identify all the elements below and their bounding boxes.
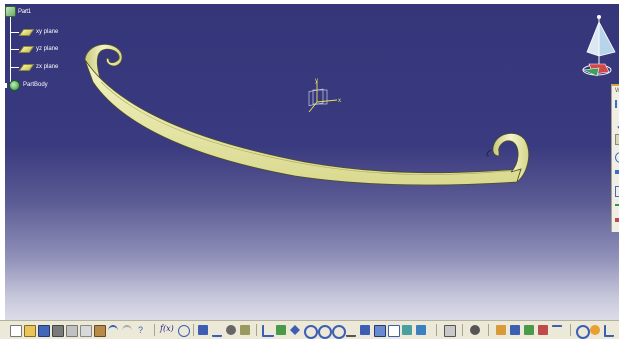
bottom-toolbar: ? f(x) bbox=[0, 320, 619, 339]
corner-tool-icon[interactable] bbox=[615, 186, 619, 197]
compass-icon[interactable] bbox=[575, 12, 619, 84]
side-toolbar: W bbox=[611, 84, 619, 232]
axis-plane bbox=[312, 89, 328, 105]
paste-icon[interactable] bbox=[94, 325, 106, 337]
render-style-icon[interactable] bbox=[374, 325, 386, 337]
quick-view-icon[interactable] bbox=[360, 325, 370, 335]
part-icon bbox=[5, 6, 16, 17]
zoom-in-icon[interactable] bbox=[318, 325, 332, 339]
tree-item-partbody[interactable]: PartBody bbox=[5, 79, 48, 91]
material-icon[interactable] bbox=[416, 325, 426, 335]
tree-branch bbox=[11, 66, 19, 68]
axis-view-icon[interactable] bbox=[604, 325, 614, 337]
spline-tool-icon[interactable] bbox=[615, 170, 619, 174]
tree-item-yz-plane[interactable]: yz plane bbox=[5, 43, 58, 55]
z-axis bbox=[308, 101, 318, 113]
pan-icon[interactable] bbox=[290, 325, 300, 335]
band-edge bbox=[100, 81, 521, 175]
tree-view-icon[interactable] bbox=[198, 325, 208, 335]
toolbar-separator bbox=[570, 324, 571, 336]
help-icon[interactable]: ? bbox=[138, 325, 144, 335]
tree-root[interactable]: Part1 bbox=[5, 6, 31, 17]
save-icon[interactable] bbox=[38, 325, 50, 337]
axis-system[interactable]: y x bbox=[295, 76, 355, 126]
tree-item-label: xy plane bbox=[36, 29, 59, 35]
tree-root-label: Part1 bbox=[18, 8, 31, 15]
workbench-icon[interactable] bbox=[524, 325, 534, 335]
y-axis-label: y bbox=[315, 78, 318, 84]
cut-icon[interactable] bbox=[66, 325, 78, 337]
project-tool-icon[interactable] bbox=[615, 218, 619, 222]
surface-tool-icon[interactable] bbox=[615, 134, 619, 145]
x-axis-label: x bbox=[338, 98, 341, 104]
swap-space-icon[interactable] bbox=[402, 325, 412, 335]
toolbar-separator bbox=[436, 324, 437, 336]
tree-branch bbox=[11, 31, 19, 33]
leaf-spring-surface[interactable] bbox=[5, 4, 619, 320]
right-spring-curl[interactable] bbox=[492, 133, 530, 184]
tree-item-zx-plane[interactable]: zx plane bbox=[5, 61, 58, 73]
3d-viewport[interactable]: Part1 xy plane yz plane zx plane PartBod bbox=[5, 4, 619, 320]
analysis-icon[interactable] bbox=[240, 325, 250, 335]
tree-item-xy-plane[interactable]: xy plane bbox=[5, 26, 58, 38]
rotate-icon[interactable] bbox=[304, 325, 318, 339]
stop-icon[interactable] bbox=[590, 325, 600, 335]
formula-button[interactable]: f(x) bbox=[160, 324, 174, 333]
toolbar-separator bbox=[154, 324, 155, 336]
compass-face bbox=[598, 21, 616, 57]
apply-material-icon[interactable] bbox=[496, 325, 506, 335]
toolbar-separator bbox=[193, 324, 194, 336]
normal-view-icon[interactable] bbox=[346, 325, 356, 337]
refresh-icon[interactable] bbox=[576, 325, 590, 339]
tree-branch bbox=[11, 48, 19, 50]
fit-all-icon[interactable] bbox=[276, 325, 286, 335]
open-folder-icon[interactable] bbox=[24, 325, 36, 337]
part-body-icon bbox=[9, 79, 20, 91]
print-icon[interactable] bbox=[52, 325, 64, 337]
tree-item-label: PartBody bbox=[23, 82, 48, 88]
undo-icon[interactable] bbox=[108, 325, 118, 337]
circle-tool-icon[interactable] bbox=[615, 152, 619, 163]
constraint-icon[interactable] bbox=[538, 325, 548, 335]
fly-mode-icon[interactable] bbox=[262, 325, 274, 337]
copy-icon[interactable] bbox=[80, 325, 92, 337]
toolbar-separator bbox=[256, 324, 257, 336]
sphere-icon[interactable] bbox=[226, 325, 236, 335]
toolbar-separator bbox=[462, 324, 463, 336]
line-tool-icon[interactable] bbox=[615, 100, 619, 108]
sketcher-icon[interactable] bbox=[510, 325, 520, 335]
new-file-icon[interactable] bbox=[10, 325, 22, 337]
curve-tool-icon[interactable] bbox=[612, 114, 619, 129]
snap-icon[interactable] bbox=[470, 325, 480, 335]
tree-connector bbox=[10, 16, 11, 88]
knowledge-icon[interactable] bbox=[178, 325, 190, 337]
toolbar-separator bbox=[488, 324, 489, 336]
expand-icon[interactable] bbox=[5, 83, 7, 88]
tree-item-label: zx plane bbox=[36, 64, 59, 70]
hide-show-icon[interactable] bbox=[388, 325, 400, 337]
specification-tree: Part1 xy plane yz plane zx plane PartBod bbox=[5, 4, 125, 104]
x-axis bbox=[316, 99, 338, 103]
redo-icon[interactable] bbox=[122, 325, 132, 337]
tree-item-label: yz plane bbox=[36, 46, 59, 52]
compass-face bbox=[586, 21, 600, 57]
connect-tool-icon[interactable] bbox=[615, 204, 619, 215]
zoom-out-icon[interactable] bbox=[332, 325, 346, 339]
measure-icon[interactable] bbox=[212, 325, 222, 337]
compass-top bbox=[597, 15, 601, 19]
curl-edge bbox=[486, 149, 492, 157]
side-toolbar-title: W bbox=[615, 88, 619, 94]
catalog-icon[interactable] bbox=[444, 325, 456, 337]
compass-plane bbox=[581, 67, 600, 77]
update-icon[interactable] bbox=[552, 325, 562, 337]
